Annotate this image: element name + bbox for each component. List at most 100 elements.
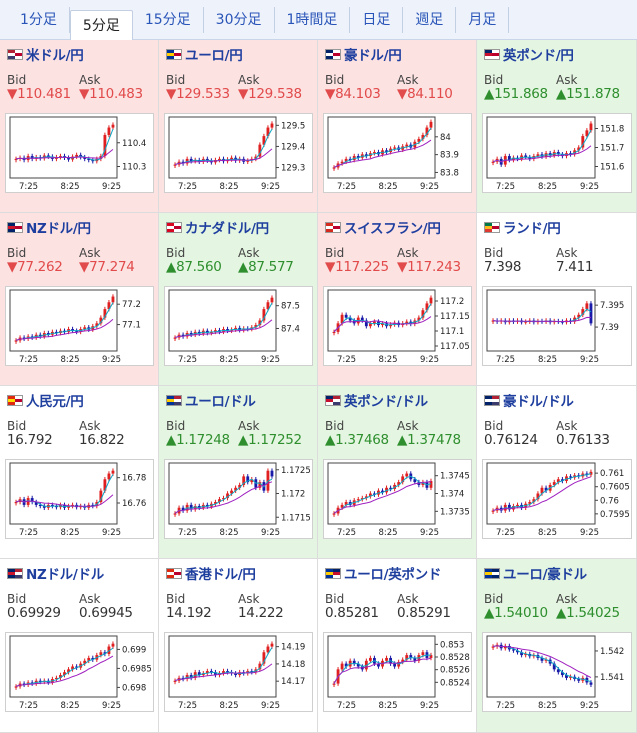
- mini-chart[interactable]: 117.2 117.15 117.1 117.05 7:25 8:25 9:25: [323, 286, 472, 366]
- rate-card[interactable]: ユーロ/英ポンド Bid Ask 0.85281 0.85291 0.853 0.8528 0…: [318, 559, 477, 733]
- rate-card[interactable]: ユーロ/円 Bid Ask ▼129.533 ▼129.538 129.5 129.4 129…: [159, 40, 318, 213]
- pair-name[interactable]: 米ドル/円: [26, 48, 84, 64]
- bid-label: Bid: [484, 246, 504, 260]
- rate-card[interactable]: 米ドル/円 Bid Ask ▼110.481 ▼110.483 110.4 110.3 7:2…: [0, 40, 159, 213]
- bid-label: Bid: [7, 73, 27, 87]
- mini-chart[interactable]: 110.4 110.3 7:25 8:25 9:25: [5, 113, 154, 193]
- tab-3[interactable]: 15分足: [133, 6, 204, 33]
- pair-header[interactable]: 豪ドル/ドル: [484, 392, 574, 410]
- candle-body: [218, 158, 221, 161]
- y-tick-label: 16.78: [122, 474, 146, 484]
- pair-name[interactable]: ユーロ/豪ドル: [503, 567, 587, 583]
- candle-body: [63, 330, 66, 332]
- x-tick-label: 7:25: [337, 528, 356, 538]
- tab-2[interactable]: 5分足: [69, 9, 133, 40]
- pair-header[interactable]: スイスフラン/円: [325, 219, 441, 237]
- pair-name[interactable]: スイスフラン/円: [344, 221, 441, 237]
- candle-body: [364, 320, 368, 327]
- tab-8[interactable]: 月足: [456, 6, 510, 33]
- rate-card[interactable]: 豪ドル/円 Bid Ask ▼84.103 ▼84.110 84 83.9 83.8 7:25 8…: [318, 40, 477, 213]
- pair-header[interactable]: ランド/円: [484, 219, 561, 237]
- pair-name[interactable]: 人民元/円: [26, 394, 84, 410]
- plot-frame: [9, 116, 118, 179]
- candle-body: [270, 643, 274, 647]
- pair-header[interactable]: 香港ドル/円: [166, 565, 256, 583]
- tab-4[interactable]: 30分足: [204, 6, 275, 33]
- pair-header[interactable]: 英ポンド/円: [484, 46, 574, 64]
- mini-chart[interactable]: 0.761 0.7605 0.76 0.7595 7:25 8:25 9:25: [482, 459, 632, 539]
- mini-chart[interactable]: 1.542 1.541 7:25 8:25 9:25: [482, 632, 632, 712]
- mini-chart[interactable]: 1.3745 1.374 1.3735 7:25 8:25 9:25: [323, 459, 472, 539]
- tab-6[interactable]: 日足: [350, 6, 404, 33]
- pair-header[interactable]: カナダドル/円: [166, 219, 269, 237]
- candle-body: [581, 309, 585, 315]
- pair-name[interactable]: NZドル/円: [26, 221, 91, 237]
- candle-body: [417, 317, 421, 321]
- mini-chart[interactable]: 129.5 129.4 129.3 7:25 8:25 9:25: [164, 113, 313, 193]
- currency-flag-icon: [166, 48, 182, 60]
- pair-header[interactable]: 人民元/円: [7, 392, 84, 410]
- pair-name[interactable]: NZドル/ドル: [26, 567, 104, 583]
- mini-chart[interactable]: 0.699 0.6985 0.698 7:25 8:25 9:25: [5, 632, 154, 712]
- pair-header[interactable]: ユーロ/英ポンド: [325, 565, 442, 583]
- tab-7[interactable]: 週足: [403, 6, 457, 33]
- candle-body: [589, 682, 593, 685]
- pair-name[interactable]: 豪ドル/ドル: [503, 394, 574, 410]
- candle-body: [368, 323, 372, 327]
- mini-chart[interactable]: 14.19 14.18 14.17 7:25 8:25 9:25: [164, 632, 313, 712]
- y-tick-label: 129.3: [281, 164, 305, 174]
- mini-chart[interactable]: 1.1725 1.172 1.1715 7:25 8:25 9:25: [164, 459, 313, 539]
- rate-card[interactable]: ユーロ/ドル Bid Ask ▲1.17248 ▲1.17252 1.1725 1.172 1…: [159, 386, 318, 559]
- candle-body: [270, 123, 274, 128]
- ma-slow-line: [15, 494, 114, 507]
- rate-card[interactable]: ランド/円 Bid Ask 7.398 7.411 7.395 7.39 7:25 8:25 9:…: [477, 213, 637, 386]
- pair-name[interactable]: 英ポンド/ドル: [344, 394, 428, 410]
- mini-chart[interactable]: 7.395 7.39 7:25 8:25 9:25: [482, 286, 632, 366]
- pair-name[interactable]: ユーロ/円: [185, 48, 243, 64]
- candle-body: [189, 158, 193, 162]
- rate-card[interactable]: ユーロ/豪ドル Bid Ask ▲1.54010 ▲1.54025 1.542 1.541 7…: [477, 559, 637, 733]
- pair-name[interactable]: ユーロ/ドル: [185, 394, 256, 410]
- rate-card[interactable]: カナダドル/円 Bid Ask ▲87.560 ▲87.577 87.5 87.4 7:25 8…: [159, 213, 318, 386]
- pair-header[interactable]: ユーロ/円: [166, 46, 243, 64]
- candle-body: [87, 657, 91, 661]
- ask-value: ▼84.110: [397, 86, 453, 102]
- x-tick-label: 9:25: [102, 182, 121, 192]
- pair-name[interactable]: カナダドル/円: [185, 221, 269, 237]
- candle-body: [266, 127, 270, 137]
- pair-header[interactable]: 英ポンド/ドル: [325, 392, 428, 410]
- pair-header[interactable]: NZドル/ドル: [7, 565, 104, 583]
- candle-body: [201, 673, 205, 676]
- mini-chart[interactable]: 77.2 77.1 7:25 8:25 9:25: [5, 286, 154, 366]
- rate-card[interactable]: 人民元/円 Bid Ask 16.792 16.822 16.78 16.76 7:25 8:2…: [0, 386, 159, 559]
- mini-chart[interactable]: 151.8 151.7 151.6 7:25 8:25 9:25: [482, 113, 632, 193]
- mini-chart[interactable]: 16.78 16.76 7:25 8:25 9:25: [5, 459, 154, 539]
- candle-body: [340, 314, 344, 324]
- pair-header[interactable]: 米ドル/円: [7, 46, 84, 64]
- ma-slow-line: [492, 316, 591, 323]
- rate-card[interactable]: 豪ドル/ドル Bid Ask 0.76124 0.76133 0.761 0.7605 0.7…: [477, 386, 637, 559]
- candle-body: [540, 657, 544, 661]
- pair-name[interactable]: 豪ドル/円: [344, 48, 402, 64]
- bid-value: 0.69929: [7, 605, 61, 621]
- rate-card[interactable]: NZドル/ドル Bid Ask 0.69929 0.69945 0.699 0.6985 0.…: [0, 559, 159, 733]
- rate-card[interactable]: NZドル/円 Bid Ask ▼77.262 ▼77.274 77.2 77.1 7:25 8:…: [0, 213, 159, 386]
- pair-name[interactable]: ランド/円: [503, 221, 561, 237]
- rate-card[interactable]: 英ポンド/ドル Bid Ask ▲1.37468 ▲1.37478 1.3745 1.374…: [318, 386, 477, 559]
- tab-5[interactable]: 1時間足: [275, 6, 351, 33]
- pair-name[interactable]: ユーロ/英ポンド: [344, 567, 442, 583]
- rate-card[interactable]: スイスフラン/円 Bid Ask ▼117.225 ▼117.243 117.2 117.1…: [318, 213, 477, 386]
- y-tick-label: 1.542: [600, 647, 624, 657]
- tab-1[interactable]: 1分足: [8, 6, 70, 33]
- pair-header[interactable]: NZドル/円: [7, 219, 91, 237]
- mini-chart[interactable]: 0.853 0.8528 0.8526 0.8524 7:25 8:25 9:25: [323, 632, 472, 712]
- pair-header[interactable]: 豪ドル/円: [325, 46, 402, 64]
- pair-name[interactable]: 英ポンド/円: [503, 48, 574, 64]
- rate-card[interactable]: 香港ドル/円 Bid Ask 14.192 14.222 14.19 14.18 14.17 7…: [159, 559, 318, 733]
- pair-name[interactable]: 香港ドル/円: [185, 567, 256, 583]
- rate-card[interactable]: 英ポンド/円 Bid Ask ▲151.868 ▲151.878 151.8 151.7 15…: [477, 40, 637, 213]
- mini-chart[interactable]: 84 83.9 83.8 7:25 8:25 9:25: [323, 113, 472, 193]
- pair-header[interactable]: ユーロ/ドル: [166, 392, 256, 410]
- mini-chart[interactable]: 87.5 87.4 7:25 8:25 9:25: [164, 286, 313, 366]
- pair-header[interactable]: ユーロ/豪ドル: [484, 565, 587, 583]
